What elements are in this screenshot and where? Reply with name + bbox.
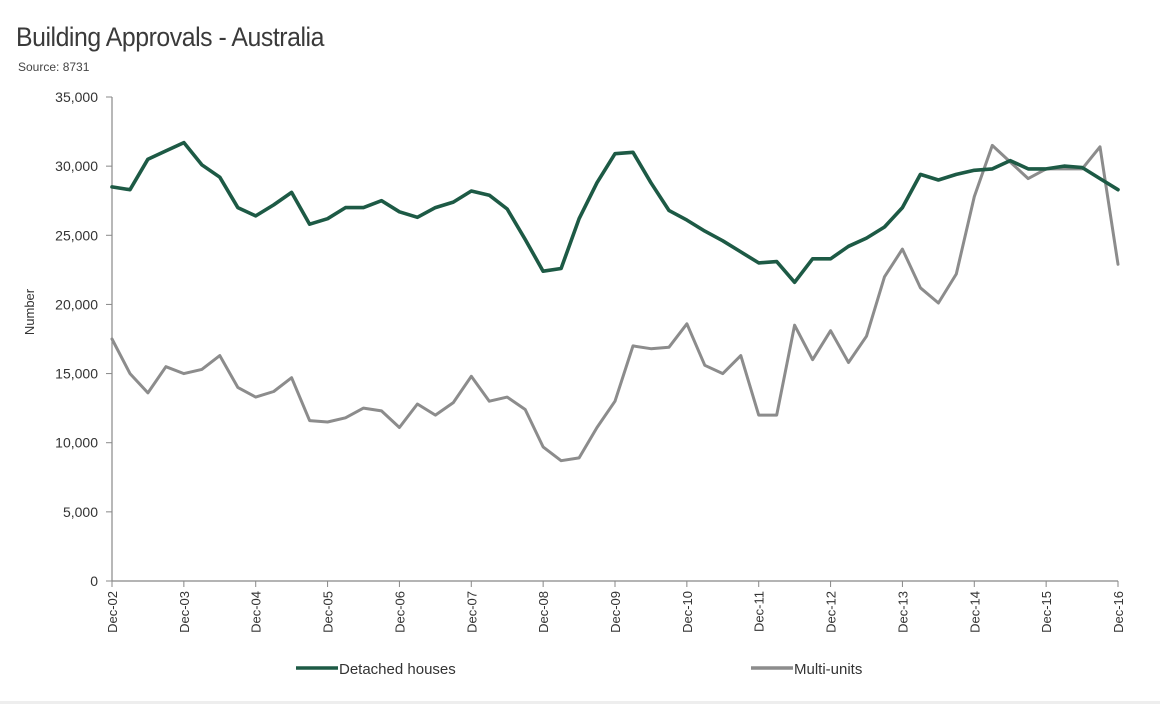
- y-tick-label: 30,000: [55, 158, 98, 174]
- x-tick-label: Dec-11: [752, 591, 767, 632]
- x-tick-label: Dec-15: [1039, 591, 1054, 633]
- bottom-divider: [0, 701, 1160, 704]
- y-tick-label: 0: [90, 573, 98, 589]
- x-tick-label: Dec-16: [1111, 591, 1126, 633]
- chart-subtitle: Source: 8731: [18, 60, 90, 74]
- series-lines: [110, 140, 1120, 463]
- y-tick-label: 10,000: [55, 435, 98, 451]
- y-tick-label: 5,000: [63, 504, 98, 520]
- series-line-detached-houses: [110, 140, 1120, 285]
- x-tick-label: Dec-10: [680, 591, 695, 633]
- series-line-multi-units: [110, 143, 1120, 463]
- y-axis-ticks: 0 5,000 10,000 15,000 20,000 25,000 30,000 35,0…: [55, 89, 112, 589]
- x-tick-label: Dec-02: [105, 591, 120, 633]
- y-tick-label: 15,000: [55, 366, 98, 382]
- y-tick-label: 20,000: [55, 296, 98, 312]
- x-tick-label: Dec-12: [824, 591, 839, 633]
- y-tick-label: 35,000: [55, 89, 98, 105]
- axes: [111, 97, 1118, 582]
- x-tick-label: Dec-14: [967, 591, 982, 633]
- x-tick-label: Dec-07: [464, 591, 479, 633]
- chart-title: Building Approvals - Australia: [16, 22, 324, 52]
- legend: Detached houses Multi-units: [296, 661, 862, 678]
- x-tick-label: Dec-04: [249, 591, 264, 633]
- legend-label-detached-houses: Detached houses: [339, 661, 456, 678]
- y-axis-label: Number: [22, 288, 37, 335]
- x-tick-label: Dec-06: [392, 591, 407, 633]
- x-tick-label: Dec-13: [895, 591, 910, 633]
- legend-label-multi-units: Multi-units: [794, 661, 862, 678]
- y-tick-label: 25,000: [55, 227, 98, 243]
- x-tick-label: Dec-03: [177, 591, 192, 633]
- x-tick-label: Dec-08: [536, 591, 551, 633]
- x-axis-ticks: Dec-02 Dec-03 Dec-04 Dec-05 Dec-06 Dec-07 Dec-…: [105, 581, 1126, 633]
- x-tick-label: Dec-09: [608, 591, 623, 633]
- x-tick-label: Dec-05: [321, 591, 336, 633]
